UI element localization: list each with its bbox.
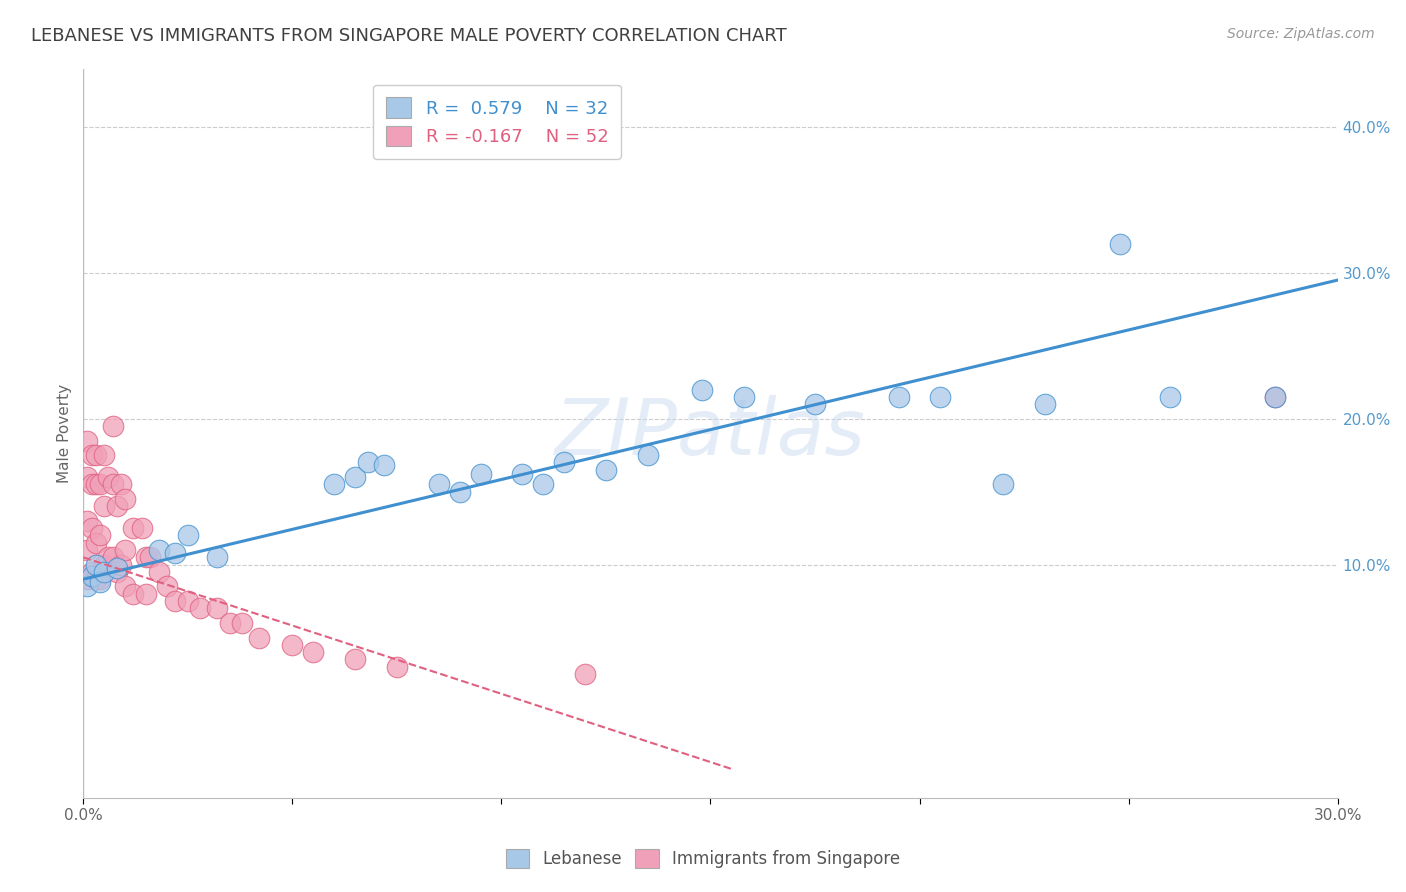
Point	[1033, 397, 1056, 411]
Legend: Lebanese, Immigrants from Singapore: Lebanese, Immigrants from Singapore	[499, 842, 907, 875]
Point	[344, 470, 367, 484]
Point	[574, 667, 596, 681]
Text: Source: ZipAtlas.com: Source: ZipAtlas.com	[1227, 27, 1375, 41]
Point	[553, 455, 575, 469]
Point	[247, 631, 270, 645]
Point	[110, 558, 132, 572]
Point	[122, 587, 145, 601]
Point	[165, 546, 187, 560]
Point	[101, 477, 124, 491]
Point	[84, 448, 107, 462]
Point	[991, 477, 1014, 491]
Point	[80, 448, 103, 462]
Point	[80, 477, 103, 491]
Point	[93, 558, 115, 572]
Point	[218, 615, 240, 630]
Point	[110, 477, 132, 491]
Point	[93, 448, 115, 462]
Point	[84, 477, 107, 491]
Point	[804, 397, 827, 411]
Point	[510, 467, 533, 482]
Point	[97, 550, 120, 565]
Point	[302, 645, 325, 659]
Point	[89, 575, 111, 590]
Point	[1159, 390, 1181, 404]
Point	[89, 528, 111, 542]
Point	[205, 601, 228, 615]
Point	[281, 638, 304, 652]
Y-axis label: Male Poverty: Male Poverty	[58, 384, 72, 483]
Point	[1264, 390, 1286, 404]
Point	[114, 491, 136, 506]
Point	[148, 543, 170, 558]
Point	[1109, 236, 1132, 251]
Point	[373, 458, 395, 473]
Point	[205, 550, 228, 565]
Point	[76, 470, 98, 484]
Point	[80, 569, 103, 583]
Point	[190, 601, 212, 615]
Point	[929, 390, 952, 404]
Legend: R =  0.579    N = 32, R = -0.167    N = 52: R = 0.579 N = 32, R = -0.167 N = 52	[374, 85, 621, 159]
Text: LEBANESE VS IMMIGRANTS FROM SINGAPORE MALE POVERTY CORRELATION CHART: LEBANESE VS IMMIGRANTS FROM SINGAPORE MA…	[31, 27, 787, 45]
Point	[93, 565, 115, 579]
Point	[531, 477, 554, 491]
Point	[595, 463, 617, 477]
Point	[231, 615, 253, 630]
Point	[93, 500, 115, 514]
Point	[76, 434, 98, 448]
Point	[385, 659, 408, 673]
Point	[637, 448, 659, 462]
Text: ZIPatlas: ZIPatlas	[555, 395, 866, 471]
Point	[76, 514, 98, 528]
Point	[84, 572, 107, 586]
Point	[427, 477, 450, 491]
Point	[135, 587, 157, 601]
Point	[449, 484, 471, 499]
Point	[156, 580, 179, 594]
Point	[165, 594, 187, 608]
Point	[105, 500, 128, 514]
Point	[89, 477, 111, 491]
Point	[114, 580, 136, 594]
Point	[89, 572, 111, 586]
Point	[887, 390, 910, 404]
Point	[101, 550, 124, 565]
Point	[344, 652, 367, 666]
Point	[131, 521, 153, 535]
Point	[80, 565, 103, 579]
Point	[101, 419, 124, 434]
Point	[733, 390, 755, 404]
Point	[1264, 390, 1286, 404]
Point	[122, 521, 145, 535]
Point	[177, 594, 200, 608]
Point	[76, 572, 98, 586]
Point	[80, 521, 103, 535]
Point	[356, 455, 378, 469]
Point	[76, 543, 98, 558]
Point	[84, 535, 107, 549]
Point	[148, 565, 170, 579]
Point	[690, 383, 713, 397]
Point	[84, 558, 107, 572]
Point	[97, 470, 120, 484]
Point	[114, 543, 136, 558]
Point	[76, 580, 98, 594]
Point	[135, 550, 157, 565]
Point	[177, 528, 200, 542]
Point	[139, 550, 162, 565]
Point	[470, 467, 492, 482]
Point	[105, 565, 128, 579]
Point	[323, 477, 346, 491]
Point	[105, 560, 128, 574]
